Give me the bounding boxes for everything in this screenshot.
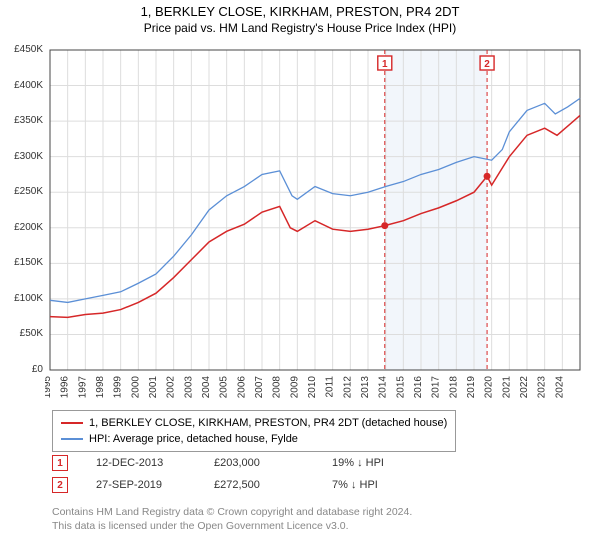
sale-vs-hpi: 7% ↓ HPI: [332, 479, 422, 491]
svg-text:2007: 2007: [254, 376, 265, 399]
svg-text:2017: 2017: [431, 376, 442, 399]
footer-line: Contains HM Land Registry data © Crown c…: [52, 505, 412, 519]
page-title: 1, BERKLEY CLOSE, KIRKHAM, PRESTON, PR4 …: [0, 4, 600, 19]
legend-label: HPI: Average price, detached house, Fyld…: [89, 431, 298, 447]
sale-date: 27-SEP-2019: [96, 479, 186, 491]
svg-text:1995: 1995: [45, 376, 53, 399]
svg-text:1: 1: [382, 59, 388, 70]
svg-text:2024: 2024: [554, 376, 565, 399]
svg-text:2010: 2010: [307, 376, 318, 399]
svg-text:2013: 2013: [360, 376, 371, 399]
sale-row: 1 12-DEC-2013 £203,000 19% ↓ HPI: [52, 455, 422, 471]
sale-marker-icon: 1: [52, 455, 68, 471]
sale-marker-icon: 2: [52, 477, 68, 493]
legend-label: 1, BERKLEY CLOSE, KIRKHAM, PRESTON, PR4 …: [89, 415, 447, 431]
legend-swatch: [61, 422, 83, 424]
y-axis-label: £50K: [3, 328, 43, 339]
legend-item: HPI: Average price, detached house, Fyld…: [61, 431, 447, 447]
page-subtitle: Price paid vs. HM Land Registry's House …: [0, 21, 600, 35]
svg-text:2001: 2001: [148, 376, 159, 399]
sale-price: £272,500: [214, 479, 304, 491]
y-axis-label: £150K: [3, 257, 43, 268]
footer-note: Contains HM Land Registry data © Crown c…: [52, 505, 412, 533]
svg-text:2000: 2000: [130, 376, 141, 399]
svg-text:1999: 1999: [113, 376, 124, 399]
legend: 1, BERKLEY CLOSE, KIRKHAM, PRESTON, PR4 …: [52, 410, 456, 452]
legend-swatch: [61, 438, 83, 440]
sale-vs-hpi: 19% ↓ HPI: [332, 457, 422, 469]
svg-text:2008: 2008: [272, 376, 283, 399]
sale-date: 12-DEC-2013: [96, 457, 186, 469]
svg-text:2011: 2011: [325, 376, 336, 398]
svg-text:2022: 2022: [519, 376, 530, 399]
svg-text:2006: 2006: [236, 376, 247, 399]
svg-text:2019: 2019: [466, 376, 477, 399]
svg-text:2: 2: [484, 59, 490, 70]
svg-text:2002: 2002: [166, 376, 177, 399]
y-axis-label: £200K: [3, 222, 43, 233]
y-axis-label: £350K: [3, 115, 43, 126]
svg-text:1997: 1997: [77, 376, 88, 399]
svg-text:2016: 2016: [413, 376, 424, 399]
y-axis-label: £400K: [3, 80, 43, 91]
svg-text:2009: 2009: [289, 376, 300, 399]
svg-text:2014: 2014: [378, 376, 389, 399]
svg-text:2020: 2020: [484, 376, 495, 399]
y-axis-label: £100K: [3, 293, 43, 304]
svg-text:2012: 2012: [342, 376, 353, 399]
y-axis-label: £0: [3, 364, 43, 375]
svg-text:2018: 2018: [448, 376, 459, 399]
svg-text:2021: 2021: [501, 376, 512, 399]
svg-text:2003: 2003: [183, 376, 194, 399]
legend-item: 1, BERKLEY CLOSE, KIRKHAM, PRESTON, PR4 …: [61, 415, 447, 431]
sale-price: £203,000: [214, 457, 304, 469]
svg-text:1996: 1996: [60, 376, 71, 399]
sale-row: 2 27-SEP-2019 £272,500 7% ↓ HPI: [52, 477, 422, 493]
footer-line: This data is licensed under the Open Gov…: [52, 519, 412, 533]
svg-text:2005: 2005: [219, 376, 230, 399]
svg-text:2015: 2015: [395, 376, 406, 399]
svg-text:2004: 2004: [201, 376, 212, 399]
price-chart: 1995 1996 1997 1998 1999 2000 2001 2002 2003 2004…: [45, 45, 590, 400]
y-axis-label: £300K: [3, 151, 43, 162]
svg-text:2023: 2023: [537, 376, 548, 399]
y-axis-label: £250K: [3, 186, 43, 197]
y-axis-label: £450K: [3, 44, 43, 55]
svg-text:1998: 1998: [95, 376, 106, 399]
sales-table: 1 12-DEC-2013 £203,000 19% ↓ HPI 2 27-SE…: [52, 455, 422, 499]
